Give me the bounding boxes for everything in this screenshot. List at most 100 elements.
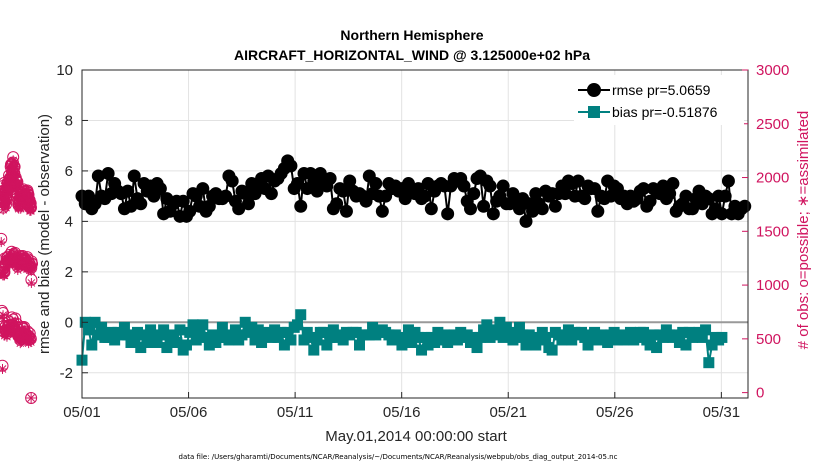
- asterisk-stroke: [27, 394, 35, 402]
- rmse-marker: [336, 184, 350, 198]
- rmse-marker: [477, 199, 491, 213]
- bias-marker: [670, 329, 682, 341]
- bias-marker: [86, 339, 98, 351]
- y-tick-label-left: -2: [60, 365, 73, 382]
- obs-count-layer: [0, 151, 38, 404]
- y-tick-label-right: 500: [756, 331, 781, 348]
- rmse-marker: [264, 187, 278, 201]
- bias-marker: [141, 336, 153, 348]
- bias-marker: [540, 331, 552, 343]
- bias-marker: [324, 331, 336, 343]
- bias-marker: [438, 329, 450, 341]
- rmse-marker: [339, 204, 353, 218]
- bias-marker: [158, 324, 170, 336]
- asterisk-stroke: [27, 279, 36, 287]
- bias-marker: [582, 339, 594, 351]
- bias-marker: [647, 329, 659, 341]
- y-tick-label-left: 0: [65, 314, 73, 331]
- rmse-marker: [343, 174, 357, 188]
- bias-marker: [510, 331, 522, 343]
- rmse-marker: [663, 187, 677, 201]
- bias-marker: [451, 334, 463, 346]
- bias-marker: [657, 331, 669, 343]
- rmse-marker: [483, 179, 497, 193]
- bias-marker: [138, 329, 150, 341]
- bias-marker: [278, 339, 290, 351]
- bias-marker: [589, 326, 601, 338]
- rmse-marker: [718, 189, 732, 203]
- bias-marker: [680, 339, 692, 351]
- rmse-marker: [441, 207, 455, 221]
- bias-marker: [579, 331, 591, 343]
- bias-marker: [481, 319, 493, 331]
- bias-marker: [83, 324, 95, 336]
- bias-marker: [115, 329, 127, 341]
- asterisk-stroke: [9, 161, 17, 170]
- rmse-marker: [375, 204, 389, 218]
- rmse-marker: [464, 202, 477, 216]
- bias-marker: [700, 324, 712, 336]
- bias-marker: [471, 342, 483, 354]
- bias-marker: [651, 342, 663, 354]
- bias-marker: [291, 319, 303, 331]
- bias-marker: [504, 326, 516, 338]
- bias-marker: [402, 324, 414, 336]
- bias-marker: [174, 324, 186, 336]
- bias-marker: [337, 334, 349, 346]
- bias-marker: [249, 334, 261, 346]
- rmse-marker: [715, 207, 729, 221]
- bias-marker: [393, 331, 405, 343]
- rmse-marker: [643, 194, 657, 208]
- rmse-marker: [91, 169, 105, 183]
- bias-marker: [203, 339, 215, 351]
- obs-assimilated-marker: [11, 322, 22, 333]
- bias-marker: [311, 334, 323, 346]
- x-tick-label: 05/01: [63, 404, 101, 421]
- bias-marker: [468, 331, 480, 343]
- rmse-marker: [153, 182, 167, 196]
- bias-marker: [461, 329, 473, 341]
- legend-bias-label: bias pr=-0.51876: [612, 104, 718, 120]
- bias-marker: [135, 342, 147, 354]
- bias-marker: [419, 331, 431, 343]
- asterisk-stroke: [27, 207, 35, 215]
- y-tick-label-left: 2: [65, 264, 73, 281]
- rmse-marker: [721, 174, 735, 188]
- bias-marker: [696, 331, 708, 343]
- bias-marker: [533, 334, 545, 346]
- bias-marker: [474, 331, 486, 343]
- rmse-marker: [467, 187, 481, 201]
- asterisk-stroke: [0, 311, 7, 319]
- bias-marker: [187, 319, 199, 331]
- bias-marker: [285, 334, 297, 346]
- y-tick-label-left: 8: [65, 112, 73, 129]
- rmse-marker: [101, 166, 115, 180]
- data-file-footnote: data file: /Users/gharamti/Documents/NCA…: [179, 453, 618, 461]
- asterisk-stroke: [20, 326, 29, 335]
- obs-assimilated-marker: [0, 363, 8, 374]
- asterisk-stroke: [10, 166, 19, 174]
- bias-marker: [624, 326, 636, 338]
- legend-rmse-marker: [587, 83, 601, 97]
- rmse-marker: [548, 199, 562, 213]
- rmse-marker: [238, 187, 252, 201]
- asterisk-stroke: [11, 317, 20, 326]
- y-tick-label-left: 6: [65, 163, 73, 180]
- bias-marker: [109, 334, 121, 346]
- x-tick-label: 05/11: [277, 404, 313, 421]
- bias-marker: [252, 324, 264, 336]
- bias-marker: [92, 329, 104, 341]
- bias-marker: [562, 324, 574, 336]
- asterisk-stroke: [0, 238, 6, 245]
- rmse-marker: [591, 204, 605, 218]
- y-tick-label-right: 1500: [756, 223, 789, 240]
- bias-marker: [265, 331, 277, 343]
- obs-possible-marker: [25, 392, 38, 404]
- asterisk-stroke: [13, 323, 21, 331]
- bias-marker: [363, 329, 375, 341]
- bias-marker: [118, 321, 130, 333]
- bias-marker: [308, 344, 320, 356]
- legend: rmse pr=5.0659 bias pr=-0.51876: [574, 75, 744, 125]
- bias-marker: [275, 326, 287, 338]
